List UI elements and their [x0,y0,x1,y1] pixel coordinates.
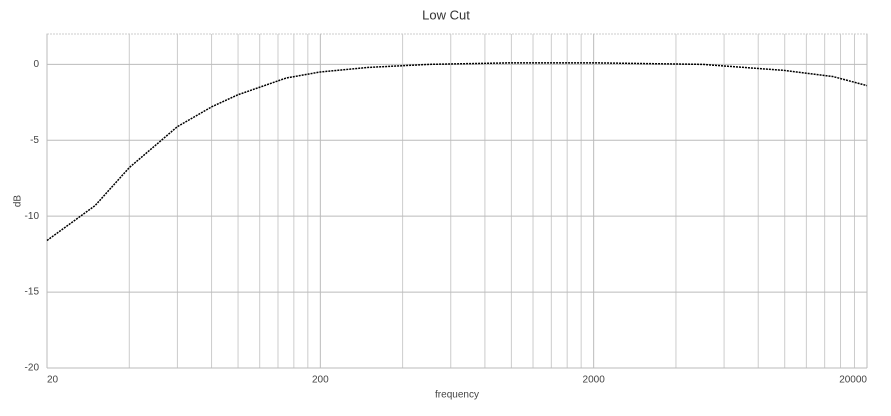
y-tick-label: 0 [33,59,39,70]
y-tick-label: -5 [30,135,39,146]
x-tick-label: 20000 [839,375,867,386]
x-tick-label: 200 [312,375,329,386]
chart-title: Low Cut [422,7,470,22]
y-tick-label: -20 [25,363,40,374]
x-tick-label: 20 [47,375,59,386]
y-axis-label: dB [13,195,24,208]
x-axis-label: frequency [435,390,479,401]
plot-area [46,33,868,369]
line [46,62,868,242]
y-tick-label: -10 [25,211,40,222]
y-tick-label: -15 [25,287,40,298]
x-tick-label: 2000 [583,375,606,386]
